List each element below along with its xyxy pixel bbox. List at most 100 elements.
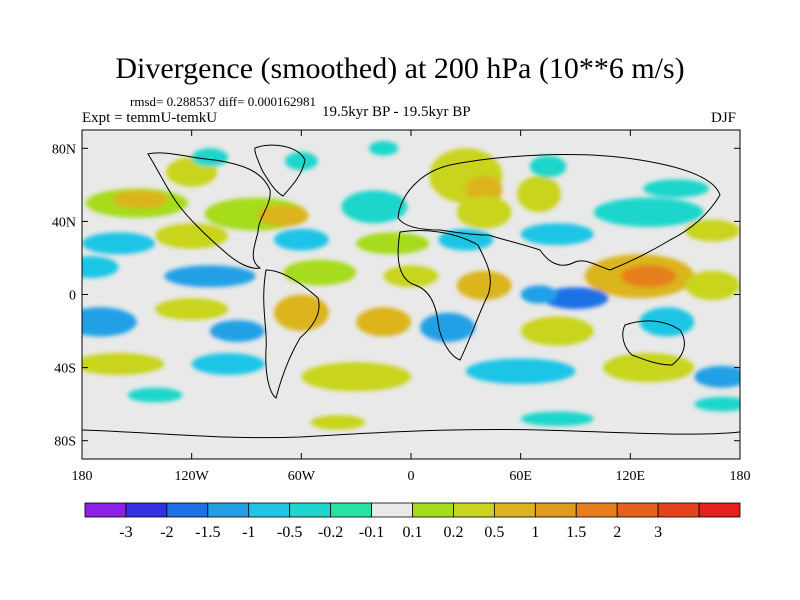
- field-patch: [517, 175, 561, 213]
- colorbar-label: 2: [613, 524, 621, 541]
- colorbar-label: 0.2: [443, 524, 463, 541]
- field-patch: [520, 316, 594, 346]
- colorbar-swatch: [207, 502, 250, 518]
- field-patch: [593, 197, 704, 227]
- field-patch: [191, 148, 229, 167]
- colorbar-swatch: [330, 502, 372, 518]
- x-tick-label: 60E: [509, 469, 532, 484]
- y-tick-label: 40N: [52, 215, 76, 230]
- colorbar-swatch: [453, 502, 495, 518]
- x-tick-label: 180: [730, 469, 751, 484]
- colorbar-swatch: [289, 502, 332, 518]
- coastline-greenland: [254, 144, 306, 197]
- plot-title: Divergence (smoothed) at 200 hPa (10**6 …: [115, 52, 685, 85]
- coastlines: [82, 144, 740, 439]
- field-patch: [164, 265, 256, 288]
- x-tick-label: 0: [408, 469, 415, 484]
- y-tick-label: 0: [69, 289, 76, 304]
- divergence-field: [82, 140, 740, 430]
- field-patch: [356, 307, 412, 337]
- colorbar-label: 1.5: [566, 524, 586, 541]
- field-patch: [643, 179, 709, 198]
- field-patch: [520, 223, 594, 246]
- field-patch: [273, 294, 329, 332]
- field-patch: [383, 265, 439, 288]
- x-tick-label: 120E: [616, 469, 646, 484]
- field-patch: [639, 307, 695, 337]
- field-patch: [155, 298, 229, 321]
- field-patch: [520, 411, 594, 427]
- field-patch: [113, 190, 168, 209]
- colorbar-label: -0.5: [277, 524, 302, 541]
- map-axes: 180 120W 60W 0 60E 120E 180 80N 40N 0 40S 80S: [52, 130, 751, 484]
- field-patch: [82, 307, 137, 337]
- field-patch: [301, 362, 411, 392]
- colorbar-swatch: [493, 502, 536, 518]
- y-tick-label: 80N: [52, 142, 76, 157]
- field-patch: [191, 352, 265, 375]
- field-patch: [465, 358, 576, 385]
- colorbar-swatch: [84, 502, 127, 518]
- field-patch: [694, 365, 740, 388]
- coastline-africa: [397, 230, 491, 361]
- field-patch: [284, 151, 318, 171]
- field-patch: [283, 259, 357, 286]
- y-tick-label: 80S: [54, 435, 76, 450]
- colorbar-label: 0.1: [403, 524, 423, 541]
- colorbar-swatch: [575, 502, 618, 518]
- colorbar-swatch: [698, 502, 741, 518]
- coastline-australia: [622, 320, 685, 366]
- field-patch: [82, 256, 119, 279]
- coastline-antarctica: [82, 428, 740, 439]
- period-label: 19.5kyr BP - 19.5kyr BP: [322, 104, 471, 120]
- field-patch: [542, 287, 609, 310]
- field-patch: [685, 270, 740, 300]
- colorbar-swatch: [616, 502, 659, 518]
- colorbar-label: 1: [531, 524, 539, 541]
- colorbar-label: -0.1: [359, 524, 384, 541]
- colorbar-swatch: [412, 502, 454, 518]
- coastline-eurasia: [397, 154, 721, 271]
- colorbar: -3 -2 -1.5 -1 -0.5 -0.2 -0.1 0.1 0.2 0.5 1 1.5 2 3: [84, 502, 741, 541]
- field-patch: [310, 415, 366, 430]
- field-patch: [155, 223, 229, 249]
- colorbar-label: -0.2: [318, 524, 343, 541]
- field-patch: [368, 140, 399, 156]
- field-patch: [356, 232, 430, 255]
- coastline-north-america: [147, 152, 271, 269]
- colorbar-swatch: [534, 502, 577, 518]
- field-patch: [82, 232, 156, 255]
- season-label: DJF: [711, 110, 737, 126]
- field-patch: [520, 285, 558, 304]
- field-patch: [273, 228, 329, 251]
- colorbar-swatch: [657, 502, 700, 518]
- field-patch: [456, 195, 512, 229]
- x-tick-label: 120W: [175, 469, 210, 484]
- field-patch: [621, 265, 677, 288]
- field-patch: [529, 155, 567, 178]
- field-patch: [694, 396, 740, 412]
- experiment-label: Expt = temmU-temkU: [82, 110, 218, 126]
- field-patch: [341, 190, 408, 224]
- field-patch: [257, 204, 309, 227]
- colorbar-label: -1: [242, 524, 255, 541]
- colorbar-label: -2: [160, 524, 173, 541]
- x-tick-label: 60W: [288, 469, 316, 484]
- colorbar-swatch: [371, 502, 413, 518]
- field-patch: [685, 219, 740, 242]
- colorbar-swatch: [125, 502, 168, 518]
- colorbar-label: -3: [119, 524, 132, 541]
- field-patch: [127, 387, 183, 403]
- y-tick-label: 40S: [54, 362, 76, 377]
- colorbar-swatch: [166, 502, 209, 518]
- colorbar-swatch: [248, 502, 291, 518]
- colorbar-label: 3: [654, 524, 662, 541]
- field-patch: [456, 270, 512, 300]
- stats-label: rmsd= 0.288537 diff= 0.000162981: [130, 94, 316, 109]
- x-tick-label: 180: [72, 469, 93, 484]
- colorbar-label: -1.5: [195, 524, 220, 541]
- field-patch: [82, 352, 165, 375]
- field-patch: [209, 320, 265, 343]
- field-patch: [420, 312, 475, 343]
